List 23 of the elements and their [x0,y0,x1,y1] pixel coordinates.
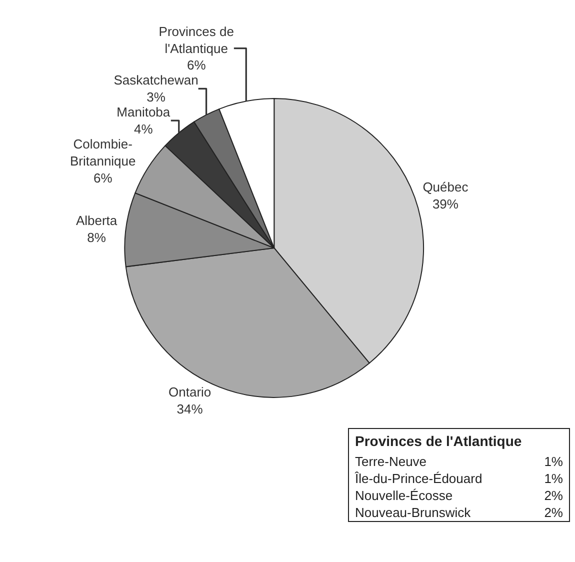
slice-label: Provinces de l'Atlantique [158,24,234,56]
slice-label: Manitoba [116,104,171,120]
text: Terre-Neuve [354,453,428,470]
text: 2% [543,487,564,504]
slice-label: Colombie-Britannique [70,136,136,168]
slice-label: Saskatchewan [114,72,198,88]
data-label: 6% [186,58,206,73]
text: 1% [543,470,564,487]
text: Île-du-Prince-Édouard [354,470,484,487]
text: Provinces de l'Atlantique [354,432,523,451]
data-label: 39% [432,196,459,212]
data-label: 8% [87,230,106,245]
slice-label: Ontario [168,384,212,400]
data-label: 6% [93,170,113,186]
text: 2% [543,504,564,522]
data-label: 34% [176,402,204,417]
slice-label: Québec [422,180,469,195]
data-label: 3% [146,90,166,105]
text: 1% [543,453,564,470]
text: Nouvelle-Écosse [354,487,454,504]
data-label: 4% [134,122,154,137]
slice-label: Alberta [76,213,118,228]
text: Nouveau-Brunswick [354,504,472,522]
